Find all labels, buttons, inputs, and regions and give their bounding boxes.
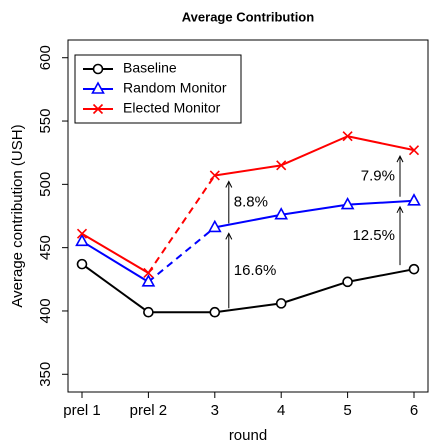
line-segment — [81, 240, 149, 283]
y-tick-label: 600 — [37, 45, 54, 70]
line-segment — [347, 135, 415, 152]
marker — [207, 219, 222, 233]
marker — [342, 276, 353, 288]
series — [76, 131, 420, 279]
line-segment — [214, 302, 282, 314]
marker — [274, 207, 289, 220]
annotation: 12.5% — [352, 227, 395, 244]
annotation-arrowhead — [225, 180, 233, 188]
annotation-arrowhead — [396, 155, 404, 163]
annotation: 7.9% — [361, 167, 395, 184]
x-tick-label: 3 — [211, 402, 219, 419]
annotation-arrowhead — [225, 232, 233, 240]
legend-label: Random Monitor — [123, 80, 227, 96]
annotation-arrowhead — [396, 205, 404, 214]
y-tick-label: 500 — [37, 172, 54, 197]
line-segment — [281, 203, 348, 216]
marker — [408, 145, 420, 156]
x-tick-label: 5 — [343, 402, 351, 419]
plot-frame — [67, 39, 429, 393]
series — [76, 258, 420, 318]
line-segment — [147, 174, 216, 274]
marker — [408, 263, 420, 275]
line-segment — [280, 135, 349, 167]
marker — [92, 103, 104, 115]
y-tick-label: 400 — [37, 298, 54, 323]
x-tick-label: 6 — [410, 402, 418, 419]
legend-label: Elected Monitor — [123, 100, 221, 116]
marker — [76, 258, 88, 270]
x-tick-label: prel 1 — [63, 402, 101, 419]
line-segment — [147, 226, 216, 283]
marker — [143, 267, 154, 279]
y-tick-label: 450 — [37, 235, 54, 260]
line-segment — [81, 232, 149, 274]
marker — [91, 81, 105, 94]
marker — [76, 228, 88, 239]
chart-title: Average Contribution — [182, 9, 314, 24]
y-tick-label: 550 — [37, 109, 54, 134]
marker — [75, 233, 89, 247]
x-tick-label: prel 2 — [130, 402, 168, 419]
x-axis-label: round — [229, 427, 267, 444]
legend-label: Baseline — [123, 60, 177, 76]
line-segment — [214, 164, 282, 177]
marker — [275, 298, 287, 309]
line-segment — [81, 263, 149, 314]
line-segment — [214, 213, 282, 229]
x-tick-label: 4 — [277, 402, 285, 419]
y-axis-label: Average contribution (USH) — [9, 124, 26, 307]
marker — [342, 131, 353, 142]
line-segment — [347, 199, 415, 206]
y-tick-label: 350 — [37, 362, 54, 387]
line-segment — [347, 268, 415, 283]
marker — [340, 196, 355, 210]
annotation: 8.8% — [234, 193, 268, 210]
series — [75, 193, 421, 287]
marker — [209, 306, 221, 318]
marker — [209, 170, 220, 181]
marker — [92, 63, 104, 75]
line-segment — [280, 280, 348, 305]
marker — [407, 193, 421, 206]
marker — [141, 274, 156, 287]
marker — [143, 306, 154, 318]
annotation: 16.6% — [234, 262, 277, 279]
marker — [276, 160, 287, 171]
